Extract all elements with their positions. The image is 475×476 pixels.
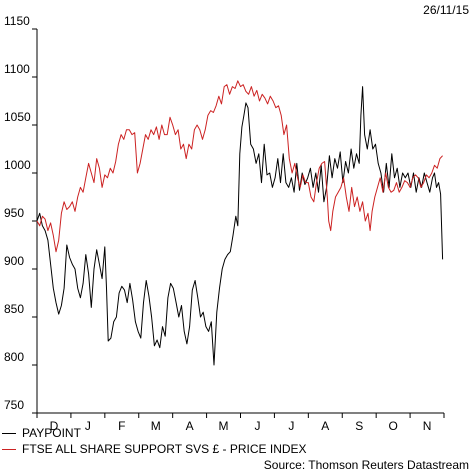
legend-swatch-ftse	[2, 449, 16, 451]
legend-label-ftse: FTSE ALL SHARE SUPPORT SVS £ - PRICE IND…	[22, 442, 307, 456]
legend-item-paypoint: PAYPOINT	[2, 426, 81, 440]
legend-item-ftse: FTSE ALL SHARE SUPPORT SVS £ - PRICE IND…	[2, 442, 307, 456]
legend-swatch-paypoint	[2, 433, 16, 435]
legend-label-paypoint: PAYPOINT	[22, 426, 81, 440]
x-tick-label: D	[50, 419, 59, 433]
series-lines	[36, 80, 444, 366]
y-tick-label: 800	[4, 350, 24, 364]
y-tick-label: 900	[4, 254, 24, 268]
x-tick-label: A	[186, 419, 194, 433]
x-tick-label: J	[254, 419, 260, 433]
y-tick-label: 850	[4, 302, 24, 316]
x-tick-label: M	[151, 419, 161, 433]
x-tick-label: M	[219, 419, 229, 433]
y-tick-label: 1050	[4, 110, 31, 124]
x-tick-label: N	[423, 419, 432, 433]
x-tick-label: J	[85, 419, 91, 433]
chart-date: 26/11/15	[423, 3, 469, 17]
y-axis: 750 800 850 900 950 1000 1050 1100 1150	[4, 14, 38, 414]
x-tick-label: J	[288, 419, 294, 433]
x-tick-label: A	[321, 419, 329, 433]
x-tick-label: O	[388, 419, 397, 433]
y-tick-label: 1000	[4, 158, 31, 172]
x-tick-label: F	[118, 419, 125, 433]
source-note: Source: Thomson Reuters Datastream	[263, 458, 469, 472]
y-tick-label: 750	[4, 398, 24, 412]
y-tick-label: 1100	[4, 62, 30, 76]
x-tick-label: S	[355, 419, 363, 433]
series-line-ftse	[36, 80, 443, 253]
series-line-paypoint	[36, 86, 444, 366]
y-tick-label: 1150	[4, 14, 30, 28]
y-tick-label: 950	[4, 206, 24, 220]
